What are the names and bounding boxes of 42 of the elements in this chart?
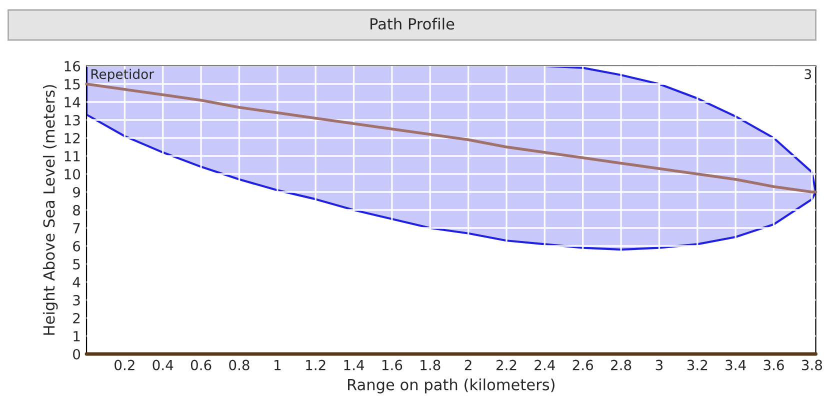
x-tick-label: 2.8 bbox=[611, 360, 632, 370]
y-tick-label: 7 bbox=[73, 223, 80, 234]
annotation: Repetidor bbox=[91, 68, 154, 82]
y-tick-label: 10 bbox=[64, 168, 80, 180]
x-tick-label: 3 bbox=[656, 360, 663, 370]
y-tick-label: 2 bbox=[73, 312, 80, 324]
y-tick-label: 13 bbox=[64, 114, 80, 126]
x-tick-label: 3.4 bbox=[726, 360, 746, 370]
y-tick-label: 5 bbox=[73, 259, 80, 270]
y-tick-label: 11 bbox=[64, 151, 80, 162]
x-tick-label: 2.2 bbox=[496, 360, 516, 370]
x-tick-label: 1 bbox=[274, 360, 281, 370]
y-tick-label: 3 bbox=[73, 294, 80, 306]
x-tick-label: 1.2 bbox=[306, 360, 326, 370]
x-tick-label: 0.2 bbox=[114, 360, 134, 370]
x-tick-label: 0.6 bbox=[190, 360, 212, 370]
x-tick-label: 1.8 bbox=[420, 360, 440, 370]
x-axis-title: Range on path (kilometers) bbox=[348, 378, 554, 394]
y-tick-label: 6 bbox=[73, 240, 80, 252]
x-tick-label: 3.6 bbox=[764, 360, 784, 370]
x-tick-label: 0.4 bbox=[152, 360, 174, 370]
y-tick-label: 12 bbox=[64, 132, 80, 144]
y-tick-label: 9 bbox=[73, 186, 80, 198]
x-tick-label: 2.4 bbox=[534, 360, 555, 370]
chart-title: Path Profile bbox=[370, 18, 454, 30]
y-tick-label: 4 bbox=[72, 277, 80, 288]
x-tick-label: 1.4 bbox=[344, 360, 364, 370]
y-axis-title: Height Above Sea Level (meters) bbox=[42, 85, 58, 335]
x-tick-label: 1.6 bbox=[382, 360, 402, 370]
y-tick-label: 15 bbox=[64, 79, 80, 90]
y-tick-label: 1 bbox=[74, 331, 80, 342]
x-tick-label: 3.8 bbox=[802, 360, 822, 370]
x-tick-label: 2.6 bbox=[572, 360, 594, 370]
y-tick-label: 14 bbox=[64, 97, 80, 108]
line-series bbox=[85, 82, 818, 194]
x-tick-label: 0.8 bbox=[229, 360, 250, 370]
y-tick-label: 8 bbox=[73, 204, 80, 216]
x-tick-label: 2 bbox=[464, 360, 472, 370]
x-tick-label: 3.2 bbox=[687, 360, 708, 370]
y-tick-label: 0 bbox=[73, 348, 80, 360]
y-tick-label: 16 bbox=[64, 60, 80, 72]
annotation: 3 bbox=[804, 69, 812, 80]
